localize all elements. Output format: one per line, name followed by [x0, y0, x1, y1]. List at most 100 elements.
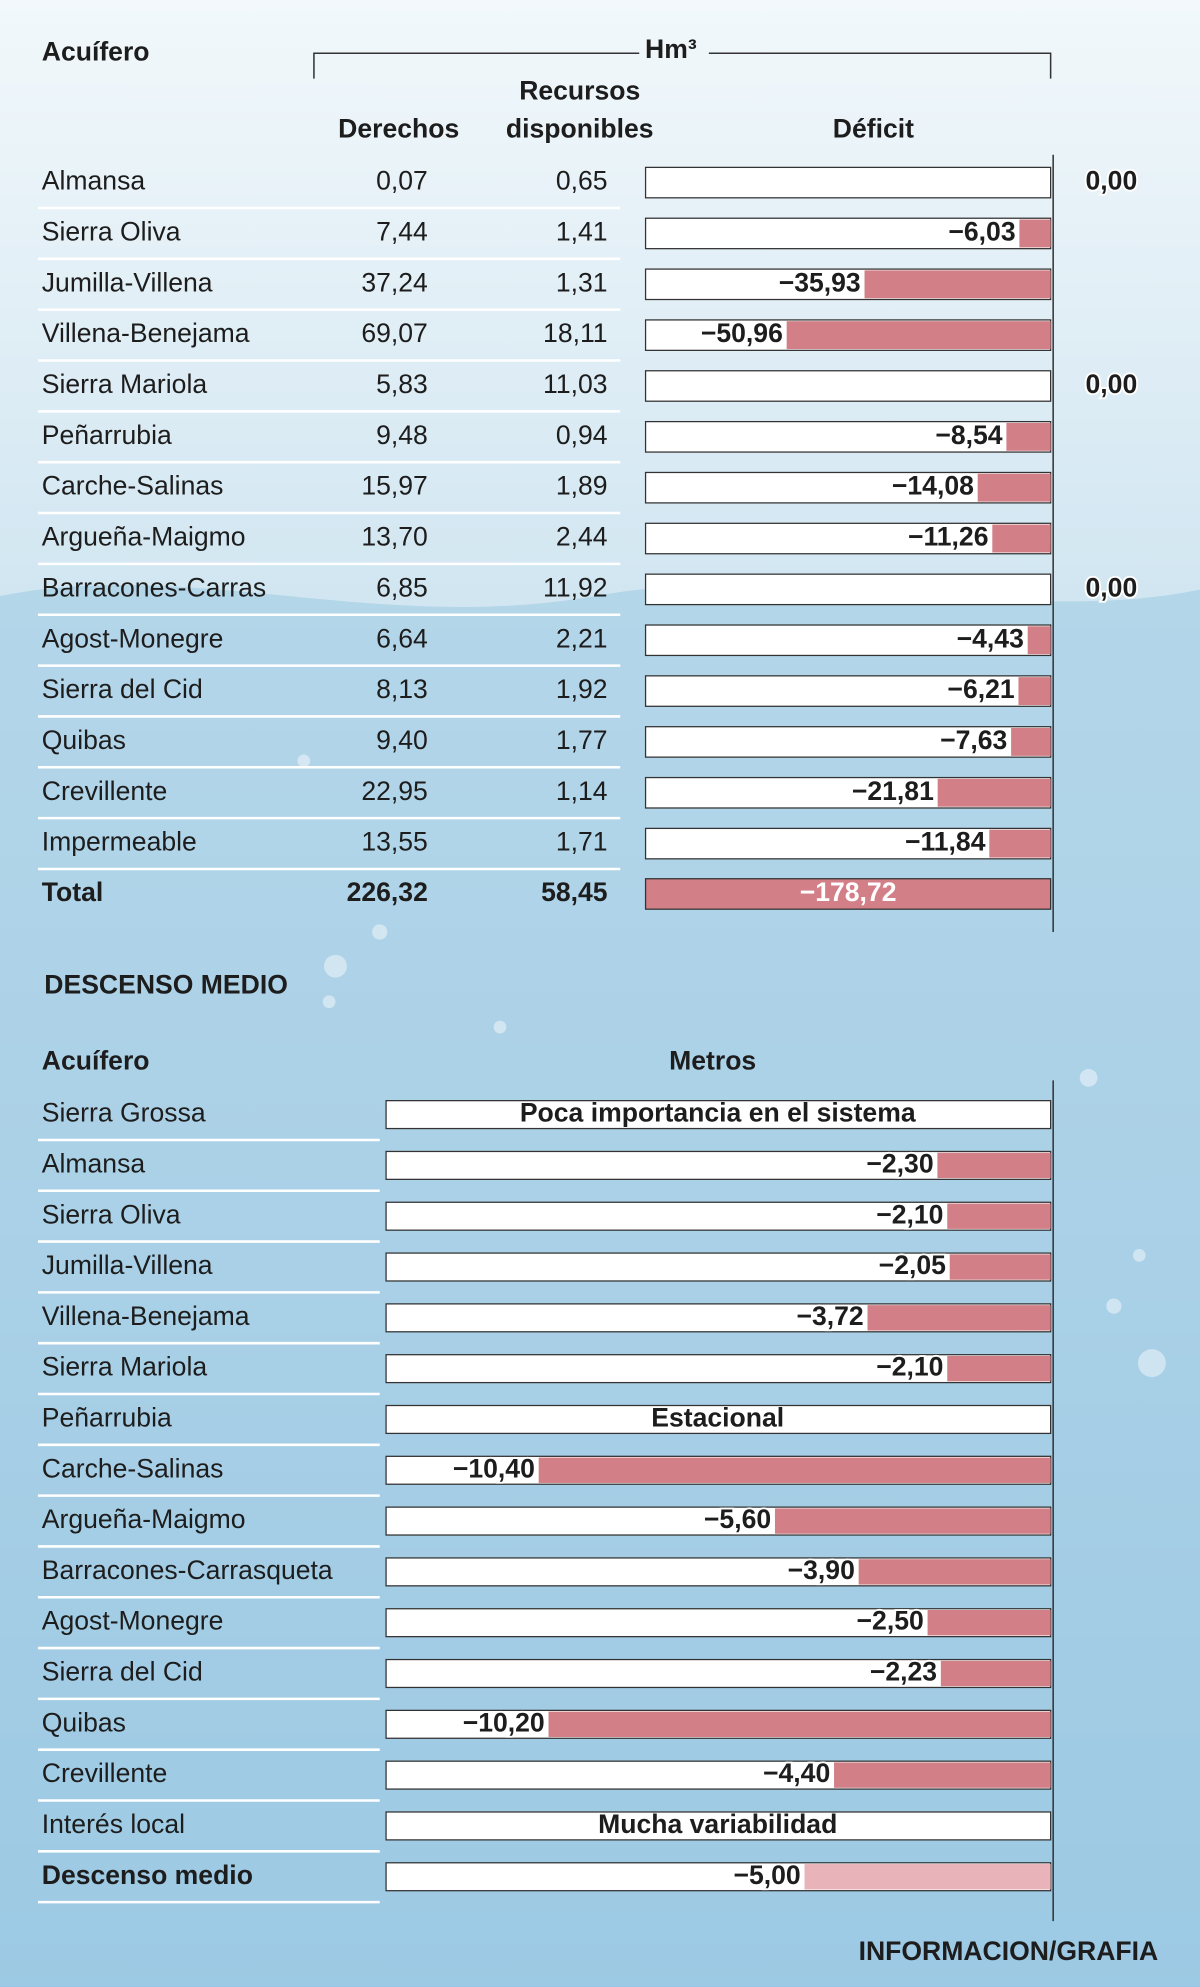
category-label: Argueña-Maigmo — [42, 522, 246, 552]
bar — [864, 270, 1051, 299]
value-label: −6,03 — [948, 216, 1015, 246]
category-label: Almansa — [42, 1148, 146, 1178]
bar — [1019, 219, 1051, 248]
value-label: −2,23 — [870, 1657, 937, 1687]
table-value: 2,44 — [556, 522, 608, 552]
total-label: Total — [42, 877, 104, 907]
column-header: Derechos — [338, 114, 459, 144]
value-label: −5,60 — [704, 1504, 771, 1534]
value-label: −3,90 — [788, 1555, 855, 1585]
bar — [834, 1762, 1051, 1788]
bar-frame — [644, 420, 1052, 453]
table-value: 1,41 — [556, 216, 608, 246]
bar — [937, 778, 1051, 807]
bar-frame — [385, 1252, 1052, 1282]
value-label: −14,08 — [892, 471, 974, 501]
bar-frame — [644, 370, 1052, 402]
table-value: 0,65 — [556, 166, 608, 196]
value-label: 0,00 — [1086, 369, 1138, 399]
table-value: 13,70 — [361, 522, 428, 552]
category-label: Barracones-Carrasqueta — [42, 1555, 333, 1585]
category-label: Sierra del Cid — [42, 1657, 203, 1687]
value-label: −3,72 — [796, 1301, 863, 1331]
bar-frame — [644, 624, 1052, 657]
table-value: 5,83 — [376, 369, 428, 399]
column-header: Recursos — [519, 76, 640, 106]
category-label: Jumilla-Villena — [42, 1250, 213, 1280]
table-value: 11,03 — [543, 369, 608, 399]
table-value: 13,55 — [361, 827, 428, 857]
table-value: 1,71 — [556, 827, 608, 857]
table-value: 18,11 — [543, 318, 608, 348]
bar — [1006, 422, 1051, 451]
bar — [1011, 727, 1051, 756]
category-label: Peñarrubia — [42, 420, 172, 450]
category-label: Peñarrubia — [42, 1402, 172, 1432]
category-label: Crevillente — [42, 1758, 168, 1788]
unit-bracket — [313, 52, 1052, 79]
table-value: 11,92 — [543, 572, 608, 602]
note: Estacional — [651, 1402, 784, 1432]
category-label: Interés local — [42, 1809, 185, 1839]
bar — [977, 473, 1051, 502]
category-label: Jumilla-Villena — [42, 267, 213, 297]
table-value: 6,64 — [376, 623, 428, 653]
note: Poca importancia en el sistema — [520, 1098, 916, 1128]
table-value: 1,89 — [556, 471, 608, 501]
value-label: −2,30 — [866, 1148, 933, 1178]
category-label: Sierra Mariola — [42, 369, 208, 399]
bar — [927, 1610, 1051, 1636]
category-label: Agost-Monegre — [42, 1606, 224, 1636]
category-header: Acuífero — [42, 1046, 150, 1076]
category-label: Sierra Grossa — [42, 1098, 206, 1128]
table-value: 6,85 — [376, 572, 428, 602]
total-bar — [644, 878, 1052, 910]
category-label: Quibas — [42, 725, 126, 755]
credit: INFORMACION/GRAFIA — [859, 1936, 1159, 1966]
category-label: Villena-Benejama — [42, 1301, 250, 1331]
value-label: 0,00 — [1086, 166, 1138, 196]
category-label: Descenso medio — [42, 1860, 253, 1890]
table-value: 2,21 — [556, 623, 608, 653]
table-value: 9,40 — [376, 725, 428, 755]
bar — [786, 321, 1051, 350]
value-label: −21,81 — [852, 776, 934, 806]
bar-frame — [644, 726, 1052, 758]
table-value: 37,24 — [361, 267, 428, 297]
value-label: −5,00 — [733, 1860, 800, 1890]
value-label: −2,10 — [876, 1199, 943, 1229]
category-label: Villena-Benejama — [42, 318, 250, 348]
bar — [774, 1508, 1051, 1534]
category-label: Almansa — [42, 166, 146, 196]
value-label: −50,96 — [701, 318, 783, 348]
category-header: Acuífero — [42, 36, 150, 66]
bar-frame — [385, 1811, 1052, 1841]
category-label: Sierra Mariola — [42, 1352, 208, 1382]
bar — [947, 1355, 1051, 1382]
category-label: Sierra Oliva — [42, 1199, 181, 1229]
table-value: 1,77 — [556, 725, 608, 755]
category-label: Argueña-Maigmo — [42, 1504, 246, 1534]
value-label: −2,05 — [879, 1250, 946, 1280]
table-value: 7,44 — [376, 216, 428, 246]
table-value: 15,97 — [361, 471, 428, 501]
value-label: −2,10 — [876, 1352, 943, 1382]
value-label: −4,43 — [957, 623, 1024, 653]
category-label: Sierra del Cid — [42, 674, 203, 704]
bar-frame — [644, 522, 1052, 555]
category-label: Carche-Salinas — [42, 1453, 224, 1483]
category-label: Carche-Salinas — [42, 471, 224, 501]
value-label: −10,40 — [453, 1453, 535, 1483]
bubbles — [297, 754, 1166, 1378]
table-value: 0,94 — [556, 420, 608, 450]
bar — [804, 1864, 1051, 1890]
table-value: 1,92 — [556, 674, 608, 704]
bar — [949, 1254, 1051, 1280]
category-label: Sierra Oliva — [42, 216, 181, 246]
value-label: −4,40 — [763, 1758, 830, 1788]
value-label: −7,63 — [940, 725, 1007, 755]
table-value: 8,13 — [376, 674, 428, 704]
total-value: −178,72 — [800, 877, 897, 907]
bar — [1027, 626, 1051, 655]
